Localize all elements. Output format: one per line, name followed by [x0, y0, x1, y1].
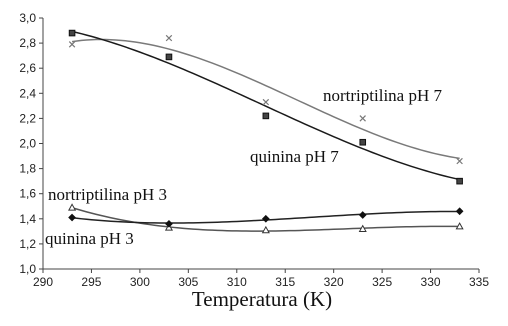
x-marker-stroke — [165, 34, 173, 42]
trend-curve-1 — [71, 30, 460, 181]
data-point-s3-p3 — [358, 211, 367, 219]
data-point-s3-p1 — [165, 219, 173, 228]
series-label-nortriptilina-ph3: nortriptilina pH 3 — [48, 185, 167, 204]
data-point-s0-p2 — [262, 98, 270, 106]
y-tick-label: 1,4 — [19, 212, 36, 226]
y-tick-label: 1,6 — [19, 187, 36, 201]
data-point-s1-p4 — [456, 177, 463, 185]
axes: 1,0 1,2 1,4 1,6 1,8 2,0 2,2 2,4 2,6 2,8 3,0 290 295 3… — [19, 11, 489, 289]
series-label-quinina-ph3: quinina pH 3 — [45, 229, 134, 248]
y-tick-label: 2,0 — [19, 137, 36, 151]
data-point-s2-p2 — [261, 225, 270, 234]
y-tick-label: 1,2 — [19, 237, 36, 251]
x-tick-label: 320 — [324, 275, 344, 289]
data-point-s1-p1 — [165, 53, 173, 61]
x-tick-label: 335 — [469, 275, 489, 289]
data-point-s0-p0 — [68, 41, 76, 48]
x-tick-label: 325 — [372, 275, 392, 289]
y-tick-label: 3,0 — [19, 11, 36, 25]
data-point-s3-p2 — [261, 214, 270, 223]
series-label-quinina-ph7: quinina pH 7 — [250, 147, 339, 166]
data-point-s2-p4 — [455, 222, 464, 230]
x-tick-label: 300 — [130, 275, 150, 289]
data-point-s0-p1 — [165, 34, 173, 42]
x-marker-stroke — [68, 41, 76, 48]
data-point-s0-p4 — [456, 157, 463, 165]
x-marker-stroke — [262, 98, 270, 106]
x-tick-label: 330 — [421, 275, 441, 289]
data-point-s3-p4 — [455, 207, 464, 216]
y-tick-label: 1,8 — [19, 162, 36, 176]
y-tick-label: 1,0 — [19, 262, 36, 276]
x-marker-stroke — [456, 157, 463, 165]
trend-curve-0 — [71, 38, 460, 160]
x-tick-label: 310 — [227, 275, 247, 289]
x-tick-label: 295 — [81, 275, 101, 289]
y-tick-label: 2,6 — [19, 61, 36, 75]
data-point-s1-p3 — [359, 138, 367, 146]
data-point-s1-p2 — [262, 112, 270, 120]
x-tick-label: 305 — [178, 275, 198, 289]
data-point-s3-p0 — [68, 213, 76, 222]
data-point-s1-p0 — [68, 29, 76, 37]
x-tick-label: 290 — [33, 275, 53, 289]
y-tick-label: 2,2 — [19, 111, 36, 125]
data-point-s2-p3 — [358, 224, 367, 232]
x-tick-label: 315 — [275, 275, 295, 289]
series-label-nortriptilina-ph7: nortriptilina pH 7 — [323, 86, 442, 105]
data-point-s2-p0 — [68, 203, 77, 211]
x-marker-stroke — [359, 115, 366, 122]
x-axis-title: Temperatura (K) — [192, 287, 332, 311]
y-tick-label: 2,4 — [19, 86, 36, 100]
y-tick-label: 2,8 — [19, 36, 36, 50]
data-point-s0-p3 — [359, 115, 366, 122]
data-markers — [68, 29, 464, 234]
